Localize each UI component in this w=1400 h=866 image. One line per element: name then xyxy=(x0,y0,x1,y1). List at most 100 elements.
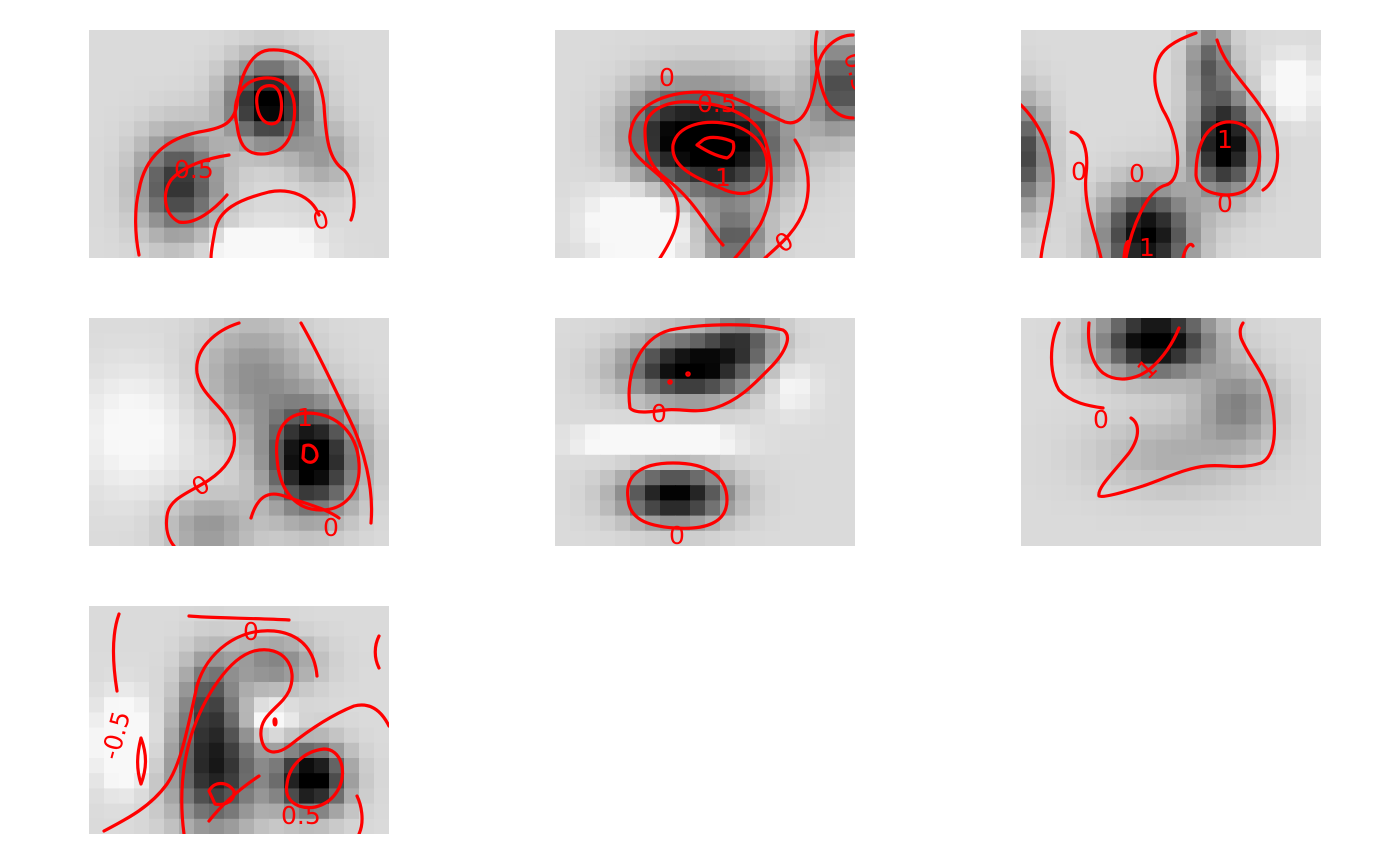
heatmap-cell xyxy=(825,60,841,77)
heatmap-cell xyxy=(690,151,706,168)
heatmap-cell xyxy=(284,636,300,653)
heatmap-cell xyxy=(149,666,165,683)
heatmap-cell xyxy=(239,333,255,349)
heatmap-cell xyxy=(1246,500,1262,517)
contour-label: 0 xyxy=(651,399,667,428)
heatmap-cell xyxy=(1291,424,1307,441)
heatmap-cell xyxy=(690,106,706,122)
heatmap-cell xyxy=(840,394,855,410)
heatmap-cell xyxy=(1276,394,1292,410)
heatmap-cell xyxy=(1141,166,1157,183)
heatmap-cell xyxy=(374,454,389,471)
heatmap-cell xyxy=(269,363,285,380)
heatmap-cell xyxy=(374,121,389,137)
heatmap-cell xyxy=(209,182,225,198)
heatmap-panel-7: 0 -0.5 0.5 xyxy=(89,606,389,834)
heatmap-cell xyxy=(675,394,691,410)
contour-line xyxy=(272,717,278,727)
heatmap-cell xyxy=(1261,470,1277,486)
heatmap-cell xyxy=(1246,318,1262,334)
heatmap-cell xyxy=(329,45,345,61)
heatmap-cell xyxy=(570,333,586,349)
heatmap-cell xyxy=(149,348,165,365)
heatmap-cell xyxy=(299,773,315,789)
heatmap-cell xyxy=(374,348,389,365)
heatmap-cell xyxy=(555,530,571,546)
heatmap-cell xyxy=(1231,30,1247,46)
heatmap-cell xyxy=(194,242,210,258)
heatmap-cell xyxy=(1096,378,1112,395)
heatmap-cell xyxy=(314,136,330,153)
heatmap-cell xyxy=(299,470,315,486)
heatmap-cell xyxy=(329,90,345,107)
heatmap-cell xyxy=(630,151,646,168)
heatmap-cell xyxy=(675,227,691,244)
heatmap-cell xyxy=(810,227,826,244)
heatmap-cell xyxy=(1276,530,1292,546)
heatmap-cell xyxy=(269,621,285,637)
heatmap-cell xyxy=(555,30,571,46)
heatmap-cell xyxy=(104,470,120,486)
heatmap-cell xyxy=(224,682,240,698)
heatmap-cell xyxy=(224,758,240,774)
heatmap-cell xyxy=(1231,75,1247,92)
heatmap-cell xyxy=(1186,197,1202,213)
contour-label: 0.5 xyxy=(697,89,737,118)
heatmap-cell xyxy=(1171,136,1187,153)
heatmap-cell xyxy=(1171,485,1187,501)
heatmap-cell xyxy=(690,530,706,546)
heatmap-cell xyxy=(1276,197,1292,213)
heatmap-cell xyxy=(1111,227,1127,244)
heatmap-cell xyxy=(134,121,150,137)
heatmap-cell xyxy=(119,197,135,213)
heatmap-cell xyxy=(209,606,225,622)
heatmap-cell xyxy=(570,197,586,213)
heatmap-cell xyxy=(134,60,150,77)
heatmap-cell xyxy=(1021,454,1037,471)
heatmap-cell xyxy=(780,30,796,46)
heatmap-cell xyxy=(1126,106,1142,122)
heatmap-cell xyxy=(164,166,180,183)
heatmap-cell xyxy=(1246,485,1262,501)
heatmap-cell xyxy=(1141,242,1157,258)
heatmap-cell xyxy=(194,136,210,153)
heatmap-cell xyxy=(194,485,210,501)
heatmap-cell xyxy=(690,60,706,77)
heatmap-cell xyxy=(1276,409,1292,425)
heatmap-cell xyxy=(344,90,360,107)
heatmap-cell xyxy=(795,515,811,532)
heatmap-cell xyxy=(359,60,375,77)
heatmap-cell xyxy=(149,712,165,729)
heatmap-cell xyxy=(374,106,389,122)
heatmap-cell xyxy=(89,348,105,365)
heatmap-cell xyxy=(179,424,195,441)
heatmap-cell xyxy=(299,697,315,713)
contour-label: 0.5 xyxy=(281,801,321,830)
heatmap-cell xyxy=(1216,318,1232,334)
heatmap-cell xyxy=(600,242,616,258)
heatmap-cell xyxy=(149,500,165,517)
heatmap-cell xyxy=(780,409,796,425)
heatmap-cell xyxy=(179,621,195,637)
heatmap-cell xyxy=(209,348,225,365)
heatmap-cell xyxy=(104,363,120,380)
heatmap-cell xyxy=(1036,75,1052,92)
heatmap-cell xyxy=(660,30,676,46)
heatmap-cell xyxy=(765,212,781,229)
contour-line xyxy=(301,443,319,464)
heatmap-cell xyxy=(1231,106,1247,122)
heatmap-cell xyxy=(1141,45,1157,61)
heatmap-cell xyxy=(1171,515,1187,532)
heatmap-cell xyxy=(840,424,855,441)
heatmap-cell xyxy=(1201,424,1217,441)
heatmap-cell xyxy=(1111,348,1127,365)
heatmap-cell xyxy=(555,75,571,92)
heatmap-cell xyxy=(284,470,300,486)
heatmap-cell xyxy=(630,60,646,77)
heatmap-cell xyxy=(89,803,105,820)
heatmap-cell xyxy=(600,515,616,532)
heatmap-cell xyxy=(555,333,571,349)
heatmap-cell xyxy=(675,333,691,349)
heatmap-cell xyxy=(1186,378,1202,395)
heatmap-cell xyxy=(1141,318,1157,334)
